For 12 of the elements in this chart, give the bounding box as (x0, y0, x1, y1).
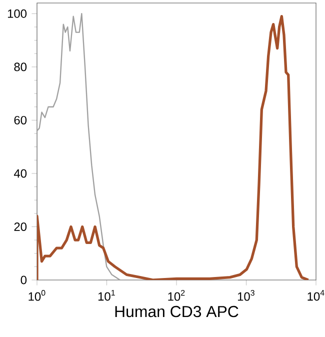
y-tick-label: 20 (14, 222, 27, 231)
x-axis-title: Human CD3 APC (115, 306, 238, 318)
x-tick-label: 10$^{0}$ (28, 290, 46, 301)
x-tick-label: 10$^{4}$ (308, 290, 324, 301)
x-tick-label: 10$^{2}$ (168, 290, 185, 301)
x-tick-label: 10$^{1}$ (98, 290, 115, 301)
x-tick-label: 10$^{3}$ (238, 290, 254, 301)
y-tick-label: 40 (14, 169, 27, 178)
y-tick-label: 60 (14, 116, 27, 124)
y-tick-label: 0 (20, 276, 27, 284)
y-tick-label: 80 (14, 62, 27, 72)
y-tick-label: 100 (8, 9, 27, 18)
